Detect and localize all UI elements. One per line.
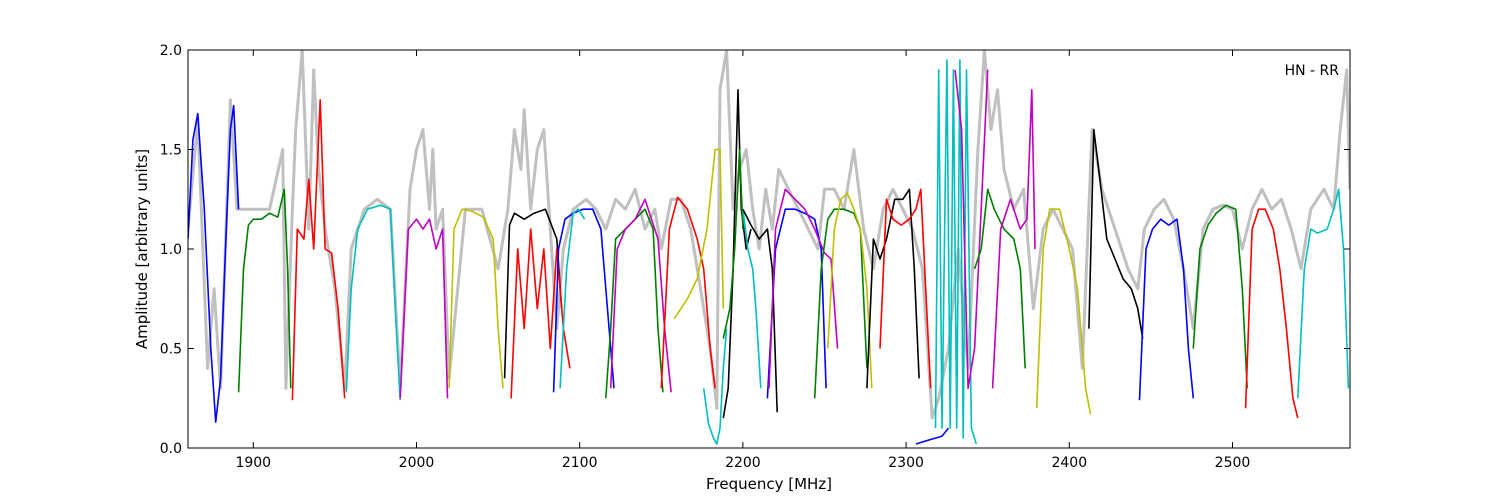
series-line-13 [660,196,716,389]
series-line-8 [510,228,571,399]
x-axis-label: Frequency [MHz] [706,475,832,493]
series-line-24 [866,188,920,389]
y-ticks: 0.0 0.5 1.0 1.5 2.0 [160,43,1350,457]
series-line-23 [827,192,873,389]
plot-area [188,50,1350,445]
series-line-14 [673,148,725,320]
series-line-7 [503,208,563,379]
series-line-4 [345,204,401,401]
series-line-28 [954,69,989,390]
y-tick-label: 1.5 [160,143,182,159]
series-line-34 [1192,204,1248,389]
background-trace-layer [188,50,1350,420]
x-tick-label: 2000 [399,455,435,471]
x-tick-label: 2400 [1051,455,1087,471]
series-layer [188,59,1350,445]
series-line-16 [722,89,752,419]
series-line-26 [915,427,950,445]
series-line-30 [991,89,1036,389]
x-tick-label: 2300 [888,455,924,471]
series-line-35 [1244,208,1299,419]
x-ticks: 1900 2000 2100 2200 2300 2400 2500 [235,50,1250,471]
series-line-17 [722,148,744,339]
series-line-18 [742,209,762,389]
y-axis-label: Amplitude [arbitrary units] [133,149,151,349]
series-line-3 [291,99,346,401]
series-line-21 [768,188,839,389]
x-tick-label: 2500 [1215,455,1251,471]
x-tick-label: 2100 [562,455,598,471]
series-line-36 [1297,188,1350,399]
series-line-5 [399,218,449,399]
x-tick-label: 2200 [725,455,761,471]
y-tick-label: 0.0 [160,441,182,457]
series-line-27 [934,59,978,445]
y-tick-label: 2.0 [160,43,182,59]
series-line-33 [1138,218,1195,401]
series-line-6 [448,208,504,389]
y-tick-label: 0.5 [160,342,182,358]
background-trace-line [188,50,1350,420]
y-tick-label: 1.0 [160,242,182,258]
series-line-2 [237,188,292,393]
x-tick-label: 1900 [235,455,271,471]
series-line-32 [1088,128,1144,339]
series-line-1 [188,104,240,423]
series-line-25 [879,188,932,389]
series-line-12 [609,198,672,393]
series-line-31 [1035,208,1092,415]
series-line-15 [702,328,728,445]
series-line-10 [559,208,586,389]
plot-annotation: HN - RR [1285,63,1340,79]
series-line-29 [973,188,1026,369]
series-line-9 [552,208,615,393]
